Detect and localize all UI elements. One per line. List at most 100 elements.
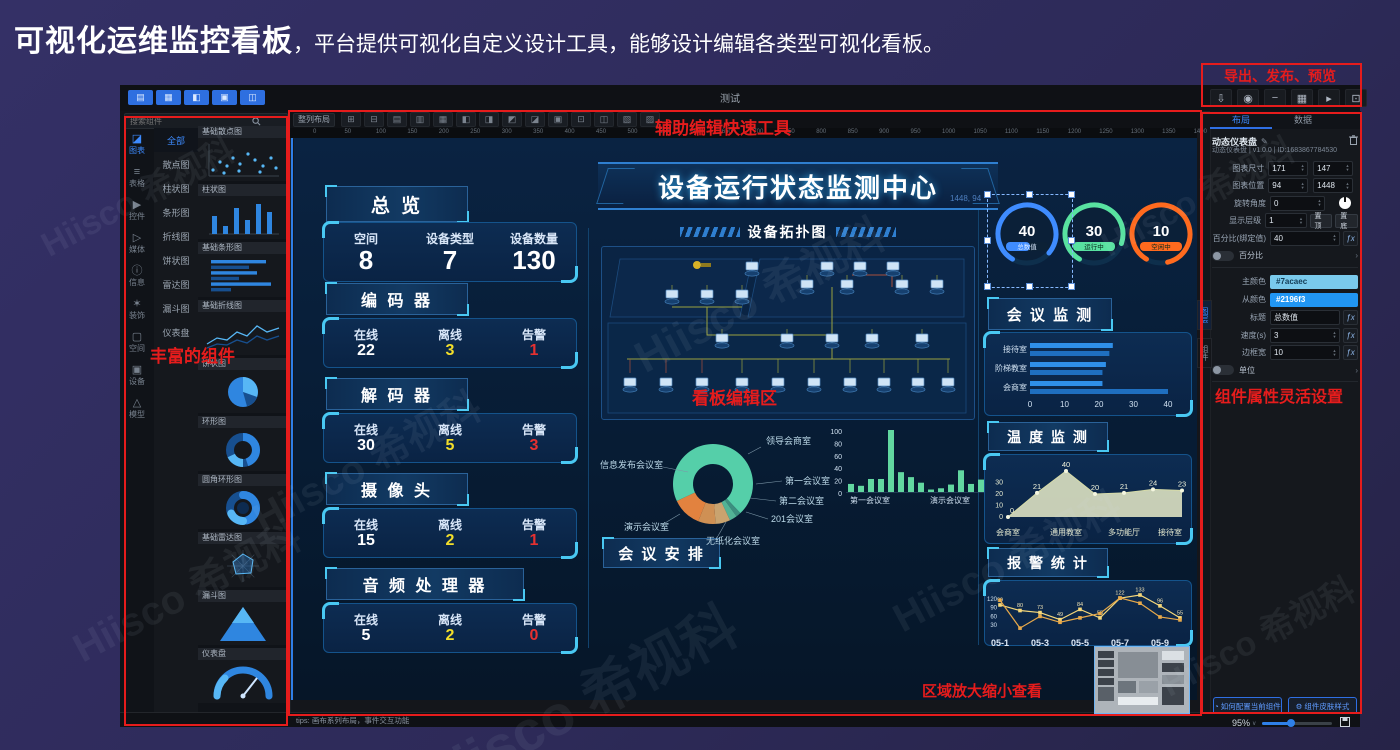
thumbnail-ring[interactable]: 环形图 (198, 416, 288, 471)
minimize-icon[interactable]: − (1264, 89, 1286, 107)
zoom-slider[interactable] (1262, 719, 1333, 727)
stats-card[interactable]: 在线 5 离线 2 告警 0 (322, 602, 578, 654)
share-icon[interactable]: ◫ (240, 90, 265, 105)
skin-style-button[interactable]: ⚙ 组件皮肤样式 (1288, 697, 1357, 715)
topology-panel[interactable] (601, 246, 975, 420)
distribute-v-icon[interactable]: ▣ (548, 112, 568, 127)
selection-handle[interactable] (1068, 191, 1075, 198)
field-input[interactable]: 总数值 (1270, 310, 1340, 325)
field-input[interactable]: 171 ▲ ▼ (1268, 160, 1309, 176)
category-item[interactable]: 雷达图 (162, 279, 190, 290)
field-input[interactable]: 147 ▲ ▼ (1313, 160, 1353, 176)
align-top-icon[interactable]: ◧ (456, 112, 476, 127)
link-icon[interactable]: ◧ (184, 90, 209, 105)
layer-button-置顶[interactable]: 置顶 (1309, 213, 1333, 230)
group-icon[interactable]: ▣ (212, 90, 237, 105)
search-icon[interactable] (252, 116, 261, 126)
snapshot-icon[interactable]: ◉ (1237, 89, 1259, 107)
field-input[interactable]: 1 ▲ ▼ (1265, 213, 1307, 228)
thumbnail-line[interactable]: 基础折线图 (198, 300, 288, 355)
sidebar-rail-图表[interactable]: ◪ 图表 (129, 133, 145, 155)
publish-icon[interactable]: ▸ (1318, 89, 1340, 107)
monitor-header[interactable]: 会 议 监 测 (987, 297, 1113, 331)
side-tab-图层[interactable]: 图层 (1197, 300, 1212, 330)
gauge-charts[interactable]: 40 总数值 30 运行中 10 空闲中 (985, 190, 1197, 297)
copy-icon[interactable]: ⊞ (341, 112, 361, 127)
sidebar-rail-信息[interactable]: ⓘ 信息 (129, 265, 145, 287)
category-item[interactable]: 全部 (154, 128, 198, 152)
stats-card[interactable]: 空间 8 设备类型 7 设备数量 130 (322, 221, 578, 283)
selection-handle[interactable] (1068, 283, 1075, 290)
search-input[interactable] (125, 115, 252, 127)
minimap[interactable] (1094, 646, 1190, 714)
temperature-area-chart[interactable]: 30 20 10 0 0 21 40 20 21 24 23 会商室 通用教室 多功能厅 接待室 (984, 455, 1190, 548)
sidebar-rail-控件[interactable]: ▶ 控件 (129, 199, 145, 221)
expand-chevron-icon[interactable]: › (1355, 251, 1358, 260)
thumbnail-bar[interactable]: 柱状图 (198, 184, 288, 239)
zoom-value[interactable]: 95% (1232, 718, 1251, 728)
edit-icon[interactable]: ✎ (1261, 136, 1268, 146)
save-icon[interactable]: ▦ (1291, 89, 1313, 107)
chart-icon[interactable]: ◫ (594, 112, 614, 127)
stats-card[interactable]: 在线 15 离线 2 告警 1 (322, 507, 578, 559)
save-view-icon[interactable] (1340, 714, 1351, 732)
fx-binding-button[interactable]: ƒx (1343, 310, 1358, 325)
save-icon[interactable]: ▤ (128, 90, 153, 105)
rotation-knob[interactable] (1339, 197, 1351, 209)
selection-handle[interactable] (984, 237, 991, 244)
schedule-header[interactable]: 会 议 安 排 (602, 537, 721, 569)
lock-icon[interactable]: ⊡ (571, 112, 591, 127)
category-item[interactable]: 仪表盘 (162, 327, 190, 338)
toggle-switch[interactable] (1212, 250, 1234, 261)
category-item[interactable]: 漏斗图 (162, 303, 190, 314)
stats-card[interactable]: 在线 22 离线 3 告警 1 (322, 317, 578, 369)
toggle-switch[interactable] (1212, 365, 1234, 375)
selection-handle[interactable] (1026, 283, 1033, 290)
field-input[interactable]: 1448 ▲ ▼ (1313, 178, 1353, 193)
align-center-icon[interactable]: ▥ (410, 112, 430, 127)
field-input[interactable]: 0 ▲ ▼ (1270, 195, 1325, 211)
field-input[interactable]: 94 ▲ ▼ (1268, 178, 1309, 193)
layers-icon[interactable]: ▦ (156, 90, 181, 105)
alarm-line-chart[interactable]: 120906030998073498455122133965505-105-30… (984, 578, 1190, 655)
category-item[interactable]: 饼状图 (162, 255, 190, 266)
thumbnail-pie[interactable]: 饼状图 (198, 358, 288, 413)
paste-icon[interactable]: ⊟ (364, 112, 384, 127)
selection-rectangle[interactable] (987, 194, 1073, 288)
fx-binding-button[interactable]: ƒx (1343, 345, 1358, 360)
sidebar-rail-设备[interactable]: ▣ 设备 (129, 364, 145, 386)
field-input[interactable]: 3 ▲ ▼ (1270, 327, 1340, 343)
color-chip[interactable]: #2196f3 (1270, 292, 1358, 307)
fx-binding-button[interactable]: ƒx (1343, 230, 1358, 246)
sidebar-rail-媒体[interactable]: ▷ 媒体 (129, 232, 145, 254)
stats-card[interactable]: 在线 30 离线 5 告警 3 (322, 412, 578, 464)
thumbnail-radar[interactable]: 基础雷达图 (198, 532, 288, 587)
selection-handle[interactable] (984, 191, 991, 198)
zoom-dropdown-icon[interactable]: ∨ (1252, 720, 1257, 727)
sidebar-rail-模型[interactable]: △ 模型 (129, 397, 145, 419)
thumbnail-gauge[interactable]: 仪表盘 (198, 648, 288, 703)
export-icon[interactable]: ⇩ (1210, 89, 1232, 107)
side-tab-组件[interactable]: 组件 (1197, 338, 1212, 368)
color-chip[interactable]: #7acaec (1270, 274, 1358, 289)
thumbnail-scatter[interactable]: 基础散点图 (198, 126, 288, 181)
fx-binding-button[interactable]: ƒx (1343, 327, 1358, 343)
selection-handle[interactable] (1068, 237, 1075, 244)
temperature-header[interactable]: 温 度 监 测 (987, 421, 1109, 452)
sidebar-rail-装饰[interactable]: ✶ 装饰 (129, 298, 145, 320)
category-item[interactable]: 柱状图 (162, 183, 190, 194)
thumbnail-funnel[interactable]: 漏斗图 (198, 590, 288, 645)
thumbnail-hbar[interactable]: 基础条形图 (198, 242, 288, 297)
expand-chevron-icon[interactable]: › (1355, 365, 1358, 375)
distribute-h-icon[interactable]: ◪ (525, 112, 545, 127)
align-middle-icon[interactable]: ◨ (479, 112, 499, 127)
redo-icon[interactable]: ▨ (640, 112, 660, 127)
panel-tab-布局[interactable]: 布局 (1210, 111, 1272, 129)
monitor-hbar-chart[interactable]: 接待室 阶梯教室 会商室 0 10 20 30 40 (984, 333, 1190, 420)
align-bottom-icon[interactable]: ◩ (502, 112, 522, 127)
layer-button-置底[interactable]: 置底 (1335, 213, 1358, 230)
field-input[interactable]: 10 ▲ ▼ (1270, 345, 1340, 360)
category-item[interactable]: 折线图 (162, 231, 190, 242)
category-item[interactable]: 条形图 (162, 207, 190, 218)
meeting-bar-chart[interactable]: 100 80 60 40 20 0 第一会议室 演示会议室 (826, 422, 991, 535)
